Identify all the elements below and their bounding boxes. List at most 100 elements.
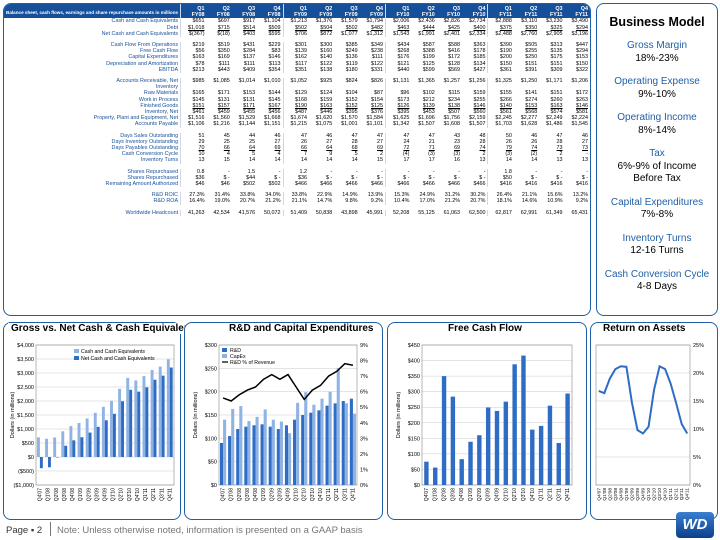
- table-cell: 13.2%: [572, 192, 588, 199]
- table-cell: $212: [422, 96, 435, 103]
- x-tick-label: Q4'10: [663, 488, 669, 501]
- table-cell: $447: [576, 42, 588, 49]
- table-cell: 26: [531, 138, 538, 145]
- table-cell: 13: [479, 157, 486, 164]
- x-tick-label: Q1'08: [46, 488, 52, 501]
- table-cell: $463: [385, 24, 412, 31]
- table-cell: (3): [487, 151, 514, 158]
- x-tick-label: Q4'10: [135, 488, 141, 501]
- table-cell: $213: [180, 66, 207, 74]
- table-cell: $284: [243, 48, 256, 55]
- capex-bar: [223, 419, 227, 485]
- table-cell: 14.9%: [342, 192, 358, 199]
- table-cell: $145: [180, 96, 207, 103]
- y-tick-label: $2,500: [17, 385, 34, 391]
- table-cell: 46: [326, 132, 333, 139]
- table-cell: 2: [380, 151, 384, 158]
- year-header: FY11: [513, 12, 540, 19]
- y2-tick-label: 9%: [360, 343, 368, 349]
- y-tick-label: ($1,000): [14, 483, 35, 489]
- row-label: Accounts Payable: [134, 121, 179, 128]
- year-header: FY08: [231, 12, 258, 19]
- table-cell: $482: [371, 24, 384, 31]
- table-cell: (4): [385, 151, 412, 158]
- fcf-chart: $450 $400 $350 $300 $250 $200 $150 $100 $50 $0 Q4'…: [396, 343, 573, 501]
- capex-bar: [336, 368, 340, 485]
- table-cell: $1,794: [366, 18, 384, 25]
- table-cell: $219: [180, 42, 207, 49]
- x-tick-label: Q2'09: [86, 488, 92, 501]
- table-cell: $1,101: [366, 121, 384, 128]
- table-cell: $151: [525, 60, 538, 67]
- table-cell: $152: [345, 102, 358, 109]
- table-header-label: Balance sheet, cash flows, earnings and …: [4, 4, 181, 19]
- table-cell: $104: [345, 90, 358, 97]
- table-row: Cash Conversion Cycle 10 4 5 4 7 9 5 2 (4) (3) (3) 2…: [4, 151, 590, 158]
- rnd-bar: [252, 425, 256, 485]
- y-tick-label: $50: [411, 467, 420, 473]
- capex-bar: [271, 419, 275, 485]
- table-cell: 46: [274, 132, 281, 139]
- table-cell: 25: [223, 138, 230, 145]
- table-cell: 14: [282, 157, 309, 164]
- table-cell: 16.4%: [180, 198, 207, 205]
- table-cell: 14: [487, 157, 514, 164]
- row-label: Worldwide Headcount: [125, 209, 179, 216]
- table-cell: $715: [217, 24, 230, 31]
- table-cell: 62,817: [487, 209, 514, 216]
- table-cell: 45,991: [366, 209, 384, 216]
- x-tick-label: Q4'10: [318, 488, 324, 501]
- table-cell: [180, 84, 207, 91]
- table-cell: $427: [473, 66, 486, 73]
- table-cell: $145: [268, 96, 281, 103]
- roa-line: [598, 364, 689, 435]
- x-tick-label: Q4'09: [641, 488, 647, 501]
- table-cell: $ -: [581, 174, 588, 181]
- table-cell: 14: [326, 157, 333, 164]
- capex-bar: [312, 404, 316, 485]
- table-cell: 10.9%: [547, 198, 563, 205]
- table-cell: $917: [243, 18, 256, 25]
- cash-bar: [72, 440, 76, 457]
- table-cell: $1,106: [180, 121, 207, 128]
- rnd-bar: [349, 398, 353, 485]
- table-cell: $111: [371, 54, 384, 61]
- table-cell: $1,545: [571, 121, 589, 128]
- x-tick-label: Q3'11: [679, 488, 685, 501]
- table-cell: $2,905: [546, 30, 563, 37]
- table-cell: $385: [345, 42, 358, 49]
- table-cell: $121: [385, 60, 412, 67]
- table-cell: $146: [576, 102, 588, 109]
- x-tick-label: Q1'11: [143, 488, 149, 501]
- table-cell: $376: [371, 109, 384, 116]
- table-cell: $56: [180, 48, 207, 55]
- table-cell: $388: [422, 48, 435, 55]
- cash-bar: [77, 423, 81, 457]
- table-cell: $249: [345, 48, 358, 55]
- table-cell: $ -: [385, 174, 412, 182]
- table-cell: $294: [576, 24, 588, 31]
- table-cell: $595: [268, 30, 281, 37]
- table-cell: $3,196: [571, 30, 589, 37]
- table-cell: $1,171: [546, 78, 563, 85]
- quarter-header: Q2: [513, 4, 540, 13]
- table-row: Days Sales Outstanding 51 45 44 46 47 46 47 47 47…: [4, 132, 590, 139]
- x-tick-label: Q2'11: [547, 488, 553, 501]
- x-tick-label: Q2'09: [477, 488, 483, 501]
- table-row: Cash Flow From Operations $219 $519 $431 $22…: [4, 42, 590, 49]
- quarter-header: Q1: [487, 4, 514, 13]
- table-row: Inventory: [4, 84, 590, 91]
- fcf-bar: [424, 461, 429, 485]
- fcf-bar: [503, 401, 509, 485]
- table-cell: $2,436: [418, 18, 435, 25]
- fcf-bar: [565, 393, 570, 485]
- cash-bar: [150, 369, 154, 457]
- table-cell: -: [483, 168, 486, 175]
- cash-bar: [96, 426, 100, 457]
- table-cell: $168: [282, 96, 309, 103]
- table-cell: 45: [223, 132, 230, 139]
- table-cell: $138: [448, 102, 461, 109]
- x-tick-label: Q4'07: [221, 488, 227, 501]
- row-label: Cash Flow From Operations: [110, 42, 179, 49]
- table-cell: -: [330, 168, 333, 175]
